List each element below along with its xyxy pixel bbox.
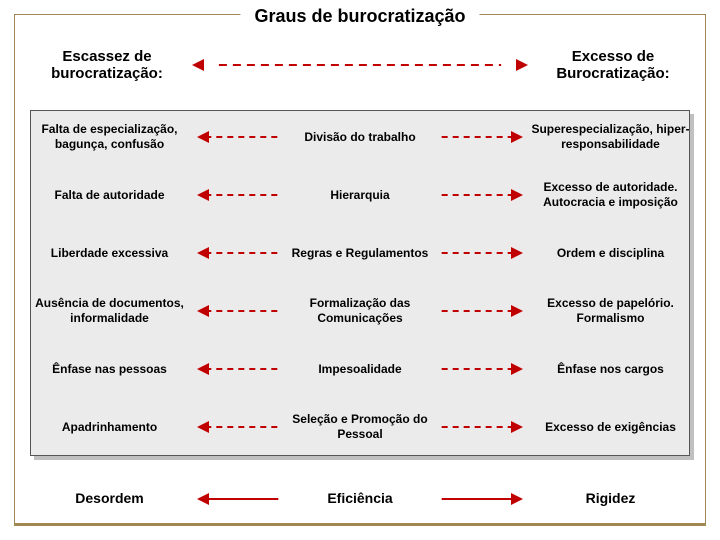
row-right: Excesso de papelório. Formalismo (523, 296, 698, 326)
footer-mid: Eficiência (280, 490, 440, 508)
row: Liberdade excessiva Regras e Regulamento… (22, 224, 698, 282)
footer-arrow-right (440, 492, 523, 506)
row-mid: Regras e Regulamentos (280, 246, 440, 261)
arrow-left (197, 130, 280, 144)
row-right: Ordem e disciplina (523, 246, 698, 261)
row: Falta de especialização, bagunça, confus… (22, 108, 698, 166)
row: Apadrinhamento Seleção e Promoção do Pes… (22, 398, 698, 456)
footer-right: Rigidez (523, 490, 698, 508)
row-left: Falta de autoridade (22, 188, 197, 203)
header-left: Escassez de burocratização: (22, 48, 192, 82)
page-title: Graus de burocratização (240, 6, 479, 27)
arrow-left (197, 420, 280, 434)
row-left: Falta de especialização, bagunça, confus… (22, 122, 197, 152)
footer-left: Desordem (22, 490, 197, 508)
footer-arrow-left (197, 492, 280, 506)
header-row: Escassez de burocratização: Excesso de B… (22, 48, 698, 82)
row-right: Excesso de exigências (523, 420, 698, 435)
row-left: Ausência de documentos, informalidade (22, 296, 197, 326)
row-right: Excesso de autoridade. Autocracia e impo… (523, 180, 698, 210)
arrow-right (440, 420, 523, 434)
arrow-left (197, 304, 280, 318)
arrow-left (197, 362, 280, 376)
row-mid: Impesoalidade (280, 362, 440, 377)
row-left: Apadrinhamento (22, 420, 197, 435)
row-mid: Hierarquia (280, 188, 440, 203)
row-right: Superespecialização, hiper-responsabilid… (523, 122, 698, 152)
arrow-left (197, 188, 280, 202)
footer-row: Desordem Eficiência Rigidez (22, 484, 698, 514)
row-left: Liberdade excessiva (22, 246, 197, 261)
row-mid: Divisão do trabalho (280, 130, 440, 145)
rows-container: Falta de especialização, bagunça, confus… (22, 108, 698, 456)
row-right: Ênfase nos cargos (523, 362, 698, 377)
arrow-right (440, 130, 523, 144)
header-right: Excesso de Burocratização: (528, 48, 698, 82)
row-mid: Formalização das Comunicações (280, 296, 440, 326)
row: Ausência de documentos, informalidade Fo… (22, 282, 698, 340)
arrow-right (440, 304, 523, 318)
row: Ênfase nas pessoas Impesoalidade Ênfase … (22, 340, 698, 398)
row: Falta de autoridade Hierarquia Excesso d… (22, 166, 698, 224)
header-dashed-arrow (192, 58, 528, 72)
arrow-right (440, 188, 523, 202)
row-left: Ênfase nas pessoas (22, 362, 197, 377)
arrow-left (197, 246, 280, 260)
arrow-right (440, 362, 523, 376)
row-mid: Seleção e Promoção do Pessoal (280, 412, 440, 442)
arrow-right (440, 246, 523, 260)
